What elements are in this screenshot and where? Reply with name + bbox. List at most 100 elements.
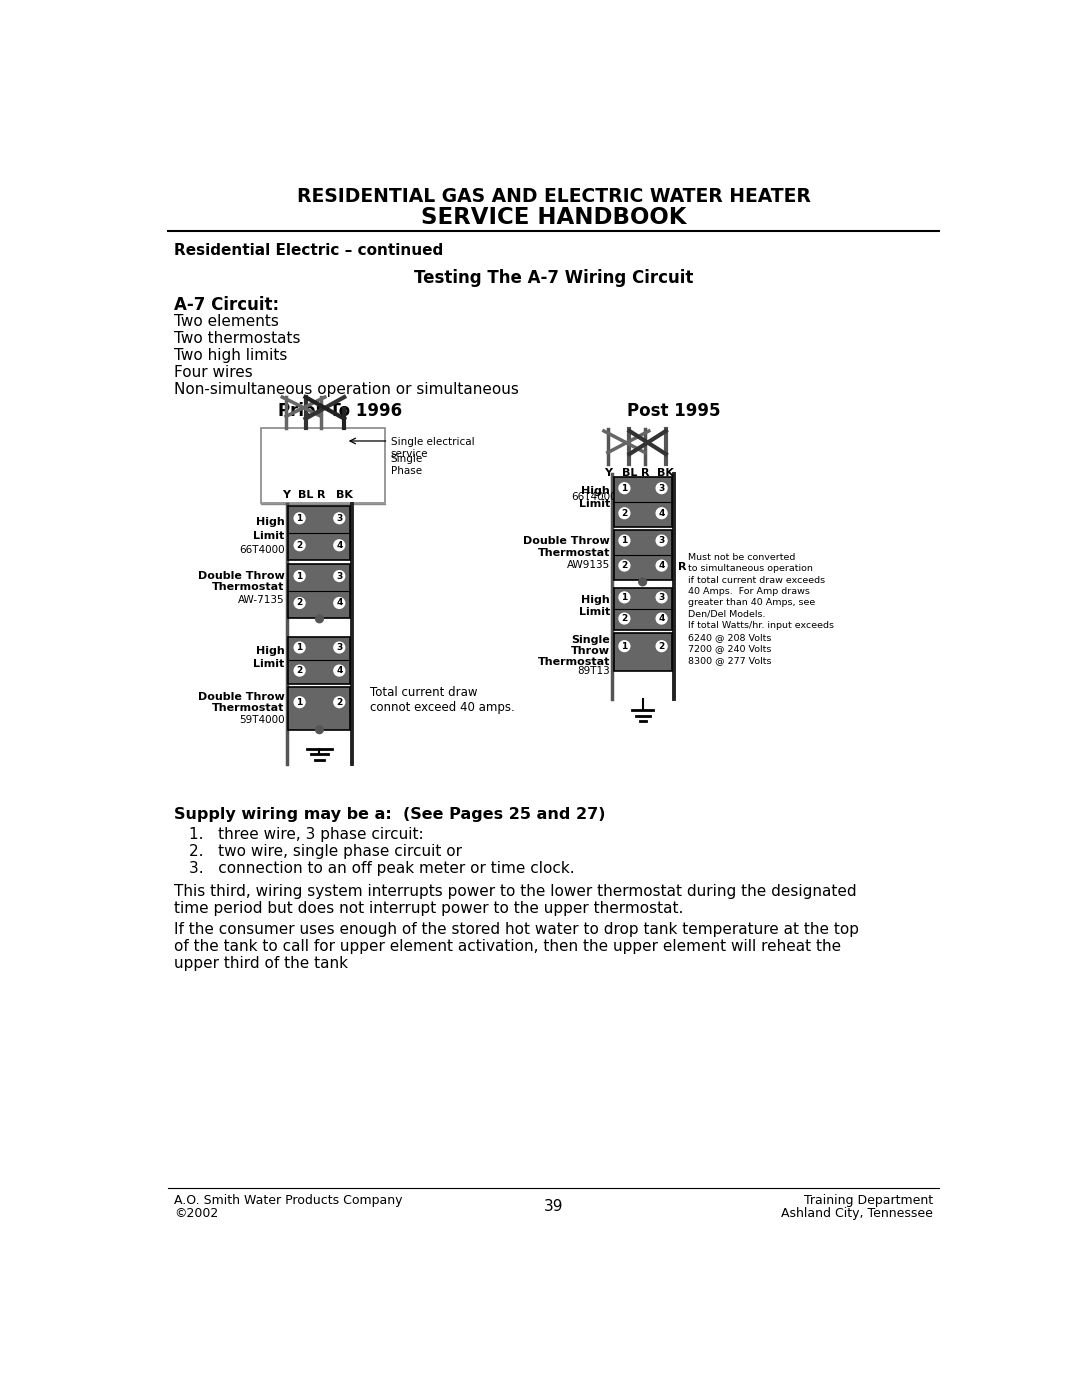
Text: 3: 3 bbox=[659, 592, 664, 602]
Text: 1: 1 bbox=[297, 697, 302, 707]
Circle shape bbox=[294, 539, 305, 550]
Text: Thermostat: Thermostat bbox=[212, 583, 284, 592]
Text: 66T4000: 66T4000 bbox=[239, 545, 284, 556]
Text: 2: 2 bbox=[659, 641, 664, 651]
Text: 59T4000: 59T4000 bbox=[239, 715, 284, 725]
Bar bbox=[613, 633, 672, 671]
Circle shape bbox=[294, 570, 305, 581]
Circle shape bbox=[334, 539, 345, 550]
Circle shape bbox=[619, 483, 630, 493]
Text: Y: Y bbox=[282, 490, 291, 500]
Text: 1: 1 bbox=[621, 592, 627, 602]
Text: BK: BK bbox=[336, 490, 353, 500]
Text: 4: 4 bbox=[659, 509, 665, 518]
Text: 1: 1 bbox=[621, 483, 627, 493]
Text: 1: 1 bbox=[297, 643, 302, 652]
Text: Training Department: Training Department bbox=[805, 1193, 933, 1207]
Text: 39: 39 bbox=[543, 1199, 564, 1214]
Text: 1: 1 bbox=[621, 641, 627, 651]
Text: 4: 4 bbox=[336, 666, 342, 675]
Circle shape bbox=[334, 697, 345, 708]
Text: 4: 4 bbox=[659, 615, 665, 623]
Text: Y: Y bbox=[604, 468, 611, 478]
Text: ©2002: ©2002 bbox=[174, 1207, 218, 1220]
Bar bbox=[613, 478, 672, 527]
Bar bbox=[288, 687, 350, 729]
Circle shape bbox=[334, 643, 345, 652]
Text: If the consumer uses enough of the stored hot water to drop tank temperature at : If the consumer uses enough of the store… bbox=[174, 922, 859, 937]
Text: Single
Phase: Single Phase bbox=[391, 454, 423, 476]
Text: Limit: Limit bbox=[579, 499, 610, 509]
Text: 3: 3 bbox=[336, 643, 342, 652]
Text: Must not be converted
to simultaneous operation
if total current draw exceeds
40: Must not be converted to simultaneous op… bbox=[688, 553, 834, 665]
Bar bbox=[613, 588, 672, 630]
Circle shape bbox=[657, 560, 667, 571]
Text: 2: 2 bbox=[621, 615, 627, 623]
Circle shape bbox=[294, 643, 305, 652]
Text: 2: 2 bbox=[297, 541, 302, 550]
Circle shape bbox=[294, 598, 305, 608]
Text: 89T13: 89T13 bbox=[578, 666, 610, 676]
Text: Thermostat: Thermostat bbox=[212, 703, 284, 714]
Text: Four wires: Four wires bbox=[174, 365, 253, 380]
Circle shape bbox=[657, 509, 667, 518]
Text: RESIDENTIAL GAS AND ELECTRIC WATER HEATER: RESIDENTIAL GAS AND ELECTRIC WATER HEATE… bbox=[297, 187, 810, 207]
Text: Double Throw: Double Throw bbox=[524, 536, 610, 546]
Text: Two high limits: Two high limits bbox=[174, 348, 287, 363]
Text: 2.   two wire, single phase circuit or: 2. two wire, single phase circuit or bbox=[189, 844, 462, 859]
Text: 2: 2 bbox=[621, 509, 627, 518]
Text: Ashland City, Tennessee: Ashland City, Tennessee bbox=[781, 1207, 933, 1220]
Circle shape bbox=[657, 535, 667, 546]
Circle shape bbox=[334, 665, 345, 676]
Text: A.O. Smith Water Products Company: A.O. Smith Water Products Company bbox=[174, 1193, 402, 1207]
Circle shape bbox=[294, 665, 305, 676]
Circle shape bbox=[619, 641, 630, 651]
Bar bbox=[613, 529, 672, 580]
Text: Throw: Throw bbox=[571, 647, 610, 657]
Circle shape bbox=[657, 641, 667, 651]
Text: R: R bbox=[640, 468, 649, 478]
Bar bbox=[288, 507, 350, 560]
Circle shape bbox=[294, 513, 305, 524]
Bar bbox=[288, 637, 350, 683]
Text: 1: 1 bbox=[621, 536, 627, 545]
Circle shape bbox=[334, 598, 345, 608]
Text: Thermostat: Thermostat bbox=[538, 657, 610, 666]
Text: High: High bbox=[256, 517, 284, 527]
Text: BK: BK bbox=[658, 468, 674, 478]
Text: Non-simultaneous operation or simultaneous: Non-simultaneous operation or simultaneo… bbox=[174, 381, 518, 397]
Circle shape bbox=[657, 483, 667, 493]
Text: upper third of the tank: upper third of the tank bbox=[174, 957, 348, 971]
Circle shape bbox=[657, 613, 667, 624]
Text: 1.   three wire, 3 phase circuit:: 1. three wire, 3 phase circuit: bbox=[189, 827, 423, 842]
Text: 4: 4 bbox=[336, 541, 342, 550]
Text: This third, wiring system interrupts power to the lower thermostat during the de: This third, wiring system interrupts pow… bbox=[174, 884, 856, 898]
Text: 3: 3 bbox=[336, 514, 342, 522]
Text: 2: 2 bbox=[336, 697, 342, 707]
Text: 4: 4 bbox=[336, 598, 342, 608]
Text: Post 1995: Post 1995 bbox=[626, 402, 720, 420]
Bar bbox=[261, 427, 384, 503]
Bar bbox=[288, 564, 350, 617]
Text: 66T4000: 66T4000 bbox=[571, 492, 617, 502]
Text: Limit: Limit bbox=[254, 531, 284, 541]
Text: Supply wiring may be a:  (See Pages 25 and 27): Supply wiring may be a: (See Pages 25 an… bbox=[174, 807, 605, 821]
Circle shape bbox=[315, 615, 323, 623]
Text: Double Throw: Double Throw bbox=[198, 692, 284, 701]
Text: Two elements: Two elements bbox=[174, 314, 279, 330]
Text: 3: 3 bbox=[336, 571, 342, 581]
Circle shape bbox=[619, 592, 630, 602]
Text: SERVICE HANDBOOK: SERVICE HANDBOOK bbox=[421, 207, 686, 229]
Text: AW-7135: AW-7135 bbox=[238, 595, 284, 605]
Text: High: High bbox=[256, 647, 284, 657]
Text: 3: 3 bbox=[659, 536, 664, 545]
Text: 2: 2 bbox=[297, 666, 302, 675]
Text: R: R bbox=[678, 562, 687, 571]
Circle shape bbox=[638, 578, 647, 585]
Circle shape bbox=[619, 560, 630, 571]
Text: BL: BL bbox=[622, 468, 637, 478]
Text: A-7 Circuit:: A-7 Circuit: bbox=[174, 296, 279, 314]
Text: BL: BL bbox=[298, 490, 313, 500]
Text: Two thermostats: Two thermostats bbox=[174, 331, 300, 346]
Text: Total current draw
connot exceed 40 amps.: Total current draw connot exceed 40 amps… bbox=[369, 686, 514, 714]
